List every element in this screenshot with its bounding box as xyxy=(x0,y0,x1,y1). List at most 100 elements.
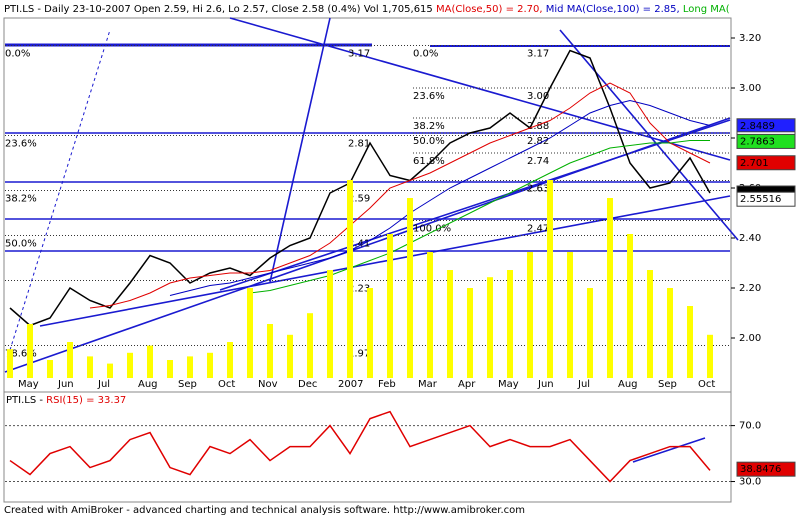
legend-entry: MA(Close,50) = 2.70, xyxy=(436,4,543,15)
x-tick-label: Sep xyxy=(178,379,197,390)
title-text: PTI.LS - xyxy=(6,395,46,406)
fib-value: 3.17 xyxy=(527,49,549,60)
fib-label: 23.6% xyxy=(5,139,37,150)
y-tick-label: 30.0 xyxy=(739,477,761,488)
volume-bar xyxy=(387,234,393,378)
x-tick-label: Aug xyxy=(618,379,638,390)
fib-value: 2.23 xyxy=(348,284,370,295)
volume-bar xyxy=(107,363,113,378)
x-tick-label: May xyxy=(18,379,39,390)
volume-bar xyxy=(147,345,153,378)
fib-value: 2.88 xyxy=(527,121,549,132)
price-tag xyxy=(736,191,796,207)
trend-lines xyxy=(4,17,739,463)
x-tick-label: Apr xyxy=(458,379,476,390)
volume-bar xyxy=(547,180,553,378)
title-text: PTI.LS - Daily 23-10-2007 Open 2.59, Hi … xyxy=(4,4,433,15)
x-tick-label: Aug xyxy=(138,379,158,390)
volume-bar xyxy=(367,288,373,378)
volume-bar xyxy=(287,334,293,378)
fib-label: 78.6% xyxy=(5,349,37,360)
fib-label: 100.0% xyxy=(413,224,451,235)
series-line xyxy=(249,140,710,294)
fib-value: 3.00 xyxy=(527,91,549,102)
volume-bar xyxy=(67,342,73,378)
volume-bar xyxy=(567,252,573,378)
volume-bar xyxy=(607,198,613,378)
y-tick-label: 2.00 xyxy=(739,333,761,344)
volume-bar xyxy=(467,288,473,378)
price-tag xyxy=(736,461,796,477)
volume-bar xyxy=(27,324,33,378)
fib-label: 61.8% xyxy=(413,156,445,167)
series-line xyxy=(89,82,711,309)
trend-line xyxy=(39,195,731,327)
price-tag xyxy=(736,155,796,171)
series-line xyxy=(169,99,711,296)
x-tick-label: Jul xyxy=(97,379,110,390)
volume-bar xyxy=(307,313,313,378)
volume-bar xyxy=(167,360,173,378)
volume-bar xyxy=(7,349,13,378)
y-tick-label: 2.40 xyxy=(739,233,761,244)
trend-line xyxy=(269,17,331,283)
x-tick-label: Nov xyxy=(258,379,278,390)
price-tag-label: 38.8476 xyxy=(740,464,781,475)
volume-bar xyxy=(187,356,193,378)
volume-bar xyxy=(627,234,633,378)
volume-bar xyxy=(667,288,673,378)
price-tag-label: 2.701 xyxy=(740,158,769,169)
fib-value: 2.59 xyxy=(348,194,370,205)
volume-bar xyxy=(447,270,453,378)
volume-bar xyxy=(407,198,413,378)
x-tick-label: Oct xyxy=(698,379,715,390)
fib-label: 23.6% xyxy=(413,91,445,102)
series-line xyxy=(9,49,711,327)
fib-value: 2.82 xyxy=(527,136,549,147)
trend-line xyxy=(632,437,706,463)
price-tag xyxy=(736,133,796,149)
fib-value: 2.47 xyxy=(527,224,549,235)
legend-entry: RSI(15) = 33.37 xyxy=(46,395,126,406)
volume-bar xyxy=(247,288,253,378)
fib-label: 50.0% xyxy=(413,136,445,147)
fib-value: 3.17 xyxy=(348,49,370,60)
x-tick-label: Sep xyxy=(658,379,677,390)
price-tag-label: 2.7863 xyxy=(740,136,775,147)
volume-bar xyxy=(527,252,533,378)
x-tick-label: Jun xyxy=(57,379,74,390)
volume-bar xyxy=(207,352,213,378)
volume-bar xyxy=(707,334,713,378)
trend-line xyxy=(219,119,731,291)
volume-bar xyxy=(47,360,53,378)
fib-value: 2.81 xyxy=(348,139,370,150)
rsi-panel xyxy=(3,391,732,503)
fib-value: 2.74 xyxy=(527,156,549,167)
x-tick-label: 2007 xyxy=(338,379,363,390)
volume-bar xyxy=(227,342,233,378)
volume-bar xyxy=(267,324,273,378)
volume-bar xyxy=(327,270,333,378)
price-tag-label: 2.8489 xyxy=(740,121,775,132)
fib-value: 2.63 xyxy=(527,184,549,195)
volume-bar xyxy=(427,252,433,378)
price-tag-label: 2.55516 xyxy=(740,194,781,205)
fib-value: 2.41 xyxy=(348,239,370,250)
x-tick-label: Oct xyxy=(218,379,235,390)
volume-bar xyxy=(127,352,133,378)
fib-label: 38.2% xyxy=(5,194,37,205)
y-tick-label: 3.20 xyxy=(739,33,761,44)
volume-bar xyxy=(587,288,593,378)
y-tick-label: 2.20 xyxy=(739,283,761,294)
volume-bar xyxy=(687,306,693,378)
legend-entry: Mid MA(Close,100) = 2.85, xyxy=(546,4,680,15)
x-tick-label: Jul xyxy=(577,379,590,390)
fib-value: 1.97 xyxy=(348,349,370,360)
trend-line xyxy=(229,17,731,161)
volume-bar xyxy=(87,356,93,378)
volume-bar xyxy=(347,180,353,378)
x-tick-label: May xyxy=(498,379,519,390)
volume-bar xyxy=(507,270,513,378)
volume-bar xyxy=(487,277,493,378)
rsi-title: PTI.LS - RSI(15) = 33.37 xyxy=(6,395,126,406)
